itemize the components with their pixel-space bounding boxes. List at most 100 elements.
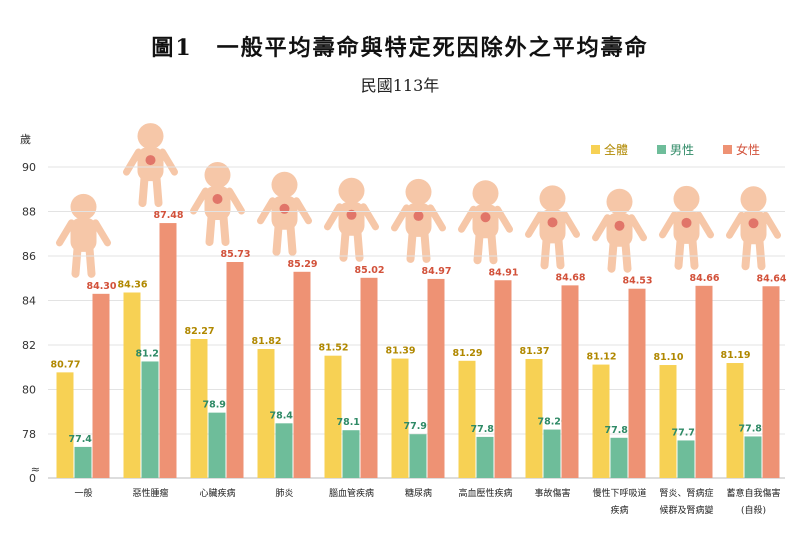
data-label-male: 78.96	[202, 400, 232, 411]
body-figure-icon	[56, 193, 111, 278]
legend-label-all: 全體	[604, 142, 628, 157]
bar-female	[226, 262, 244, 478]
bar-male	[74, 446, 92, 478]
body-figure-icon	[123, 123, 178, 208]
bar-female	[159, 223, 177, 478]
legend-swatch-male	[657, 145, 666, 154]
bar-male	[409, 434, 427, 478]
y-tick-label: 82	[22, 339, 36, 352]
body-figure-icon	[659, 185, 714, 270]
bar-male	[208, 412, 226, 478]
data-label-female: 84.97	[421, 266, 451, 277]
data-label-female: 87.48	[153, 210, 183, 221]
category-label: 蓄意自我傷害	[726, 487, 780, 499]
data-label-male: 77.71	[671, 427, 701, 438]
data-label-all: 81.29	[452, 348, 482, 359]
bar-male	[744, 436, 762, 478]
data-label-female: 85.73	[220, 249, 250, 260]
data-label-all: 81.82	[251, 336, 281, 347]
data-label-male: 78.17	[336, 417, 366, 428]
bar-all	[525, 359, 543, 478]
data-label-all: 82.27	[184, 326, 214, 337]
legend-label-male: 男性	[670, 143, 694, 157]
category-label: 候群及腎病變	[659, 504, 713, 516]
bar-male	[141, 361, 159, 478]
y-tick-label: 86	[22, 250, 36, 263]
body-figure-icon	[391, 178, 446, 263]
category-label: 腦血管疾病	[329, 487, 374, 499]
bar-male	[275, 423, 293, 478]
organ-highlight	[279, 203, 290, 214]
organ-highlight	[413, 210, 424, 221]
chart-subtitle: 民國113年	[360, 76, 440, 95]
bar-all	[391, 358, 409, 478]
data-label-male: 77.87	[470, 424, 500, 435]
legend: 全體 男性 女性	[591, 142, 760, 157]
category-label: 肺炎	[275, 488, 293, 499]
data-label-female: 84.66	[689, 273, 719, 284]
y-axis-unit-label: 歲	[20, 132, 31, 146]
organ-highlight	[748, 218, 759, 229]
category-label: 糖尿病	[405, 487, 432, 499]
organ-highlight	[145, 155, 156, 166]
category-label: (自殺)	[741, 504, 766, 516]
body-figure-icon	[458, 180, 513, 265]
data-label-male: 81.26	[135, 348, 165, 359]
bar-all	[257, 349, 275, 478]
y-tick-label: 88	[22, 206, 36, 219]
bars: 80.77 77.42 84.30 84.36 81.26 87.48 82.27 78.96…	[50, 210, 787, 478]
data-label-all: 81.37	[519, 346, 549, 357]
bar-female	[561, 285, 579, 478]
bar-all	[123, 292, 141, 478]
axis-break-symbol: ≈	[31, 463, 40, 476]
data-label-all: 81.10	[653, 352, 683, 363]
bar-all	[458, 360, 476, 478]
data-label-all: 81.52	[318, 343, 348, 354]
data-label-female: 85.29	[287, 259, 317, 270]
data-label-female: 84.64	[756, 273, 786, 284]
body-figure-icon	[726, 186, 781, 271]
body-figure-icon	[592, 188, 647, 273]
data-label-all: 84.36	[117, 279, 147, 290]
bar-male	[342, 430, 360, 478]
bar-male	[677, 440, 695, 478]
organ-highlight	[212, 194, 223, 205]
bar-female	[628, 288, 646, 478]
organ-highlight	[480, 212, 491, 223]
bar-female	[762, 286, 780, 478]
data-label-male: 78.48	[269, 410, 299, 421]
bar-female	[293, 271, 311, 478]
body-figure-icon	[190, 162, 245, 247]
organ-highlight	[346, 209, 357, 220]
legend-label-female: 女性	[736, 142, 760, 157]
data-label-female: 85.02	[354, 265, 384, 276]
bar-female	[427, 278, 445, 478]
bar-male	[610, 437, 628, 478]
bar-all	[56, 372, 74, 478]
data-label-male: 77.42	[68, 434, 98, 445]
bar-female	[695, 285, 713, 478]
data-label-all: 81.19	[720, 350, 750, 361]
chart-title: 圖1 一般平均壽命與特定死因除外之平均壽命	[151, 35, 649, 61]
data-label-all: 80.77	[50, 359, 80, 370]
bar-all	[324, 355, 342, 478]
organ-highlight	[614, 220, 625, 231]
category-label: 事故傷害	[534, 487, 570, 499]
organ-highlight	[681, 217, 692, 228]
category-label: 惡性腫瘤	[132, 487, 168, 499]
bar-all	[659, 365, 677, 478]
y-tick-label-zero: 0	[29, 472, 36, 485]
data-label-female: 84.53	[622, 276, 652, 287]
category-label: 疾病	[610, 504, 628, 516]
bar-all	[592, 364, 610, 478]
y-tick-label: 80	[22, 384, 36, 397]
data-label-female: 84.30	[86, 281, 116, 292]
category-label: 一般	[74, 487, 92, 499]
bar-all	[190, 338, 208, 478]
legend-swatch-all	[591, 145, 600, 154]
data-label-all: 81.12	[586, 352, 616, 363]
bar-all	[726, 363, 744, 478]
y-tick-label: 78	[22, 428, 36, 441]
